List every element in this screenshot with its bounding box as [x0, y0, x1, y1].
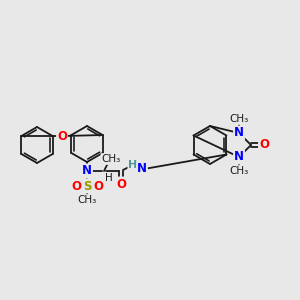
Text: CH₃: CH₃ — [101, 154, 121, 164]
Text: N: N — [234, 151, 244, 164]
Text: N: N — [137, 163, 147, 176]
Text: O: O — [93, 179, 103, 193]
Text: N: N — [234, 127, 244, 140]
Text: N: N — [82, 164, 92, 178]
Text: CH₃: CH₃ — [77, 195, 97, 205]
Text: O: O — [71, 179, 81, 193]
Text: CH₃: CH₃ — [230, 166, 249, 176]
Text: O: O — [259, 139, 269, 152]
Text: O: O — [57, 130, 67, 142]
Text: CH₃: CH₃ — [230, 114, 249, 124]
Text: S: S — [83, 179, 91, 193]
Text: H: H — [105, 173, 113, 183]
Text: O: O — [116, 178, 126, 190]
Text: H: H — [128, 160, 138, 170]
